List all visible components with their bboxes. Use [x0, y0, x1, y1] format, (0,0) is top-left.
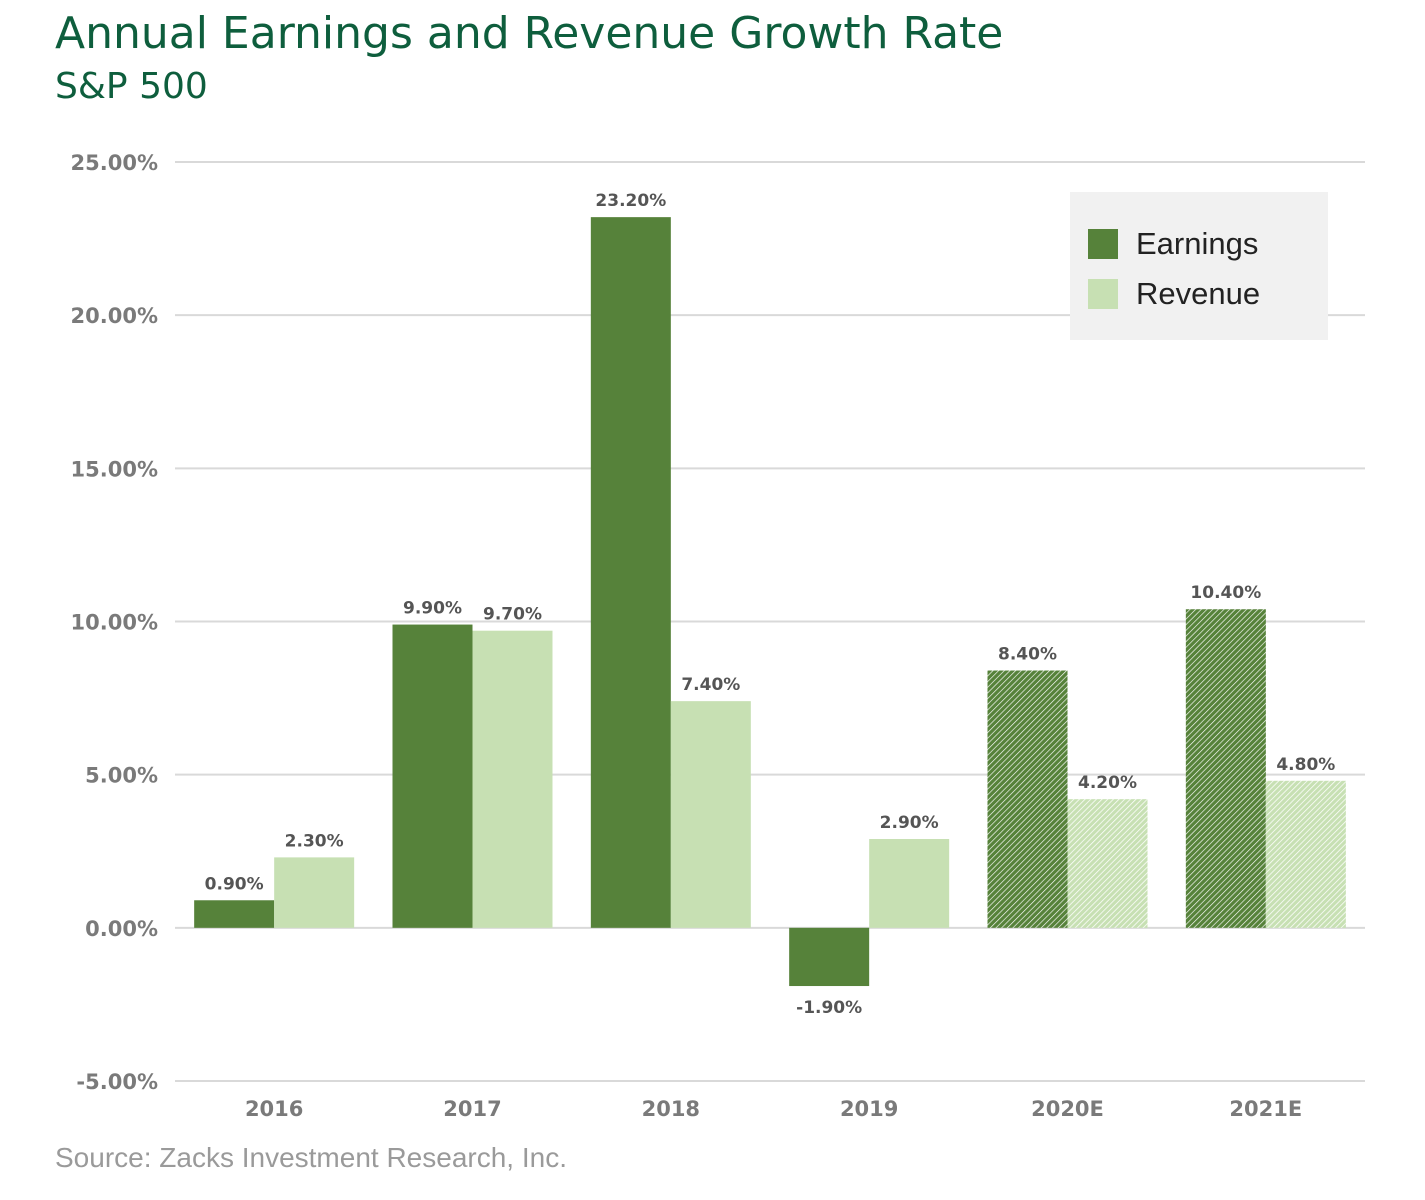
bar-earnings-2018 [590, 217, 671, 928]
legend-label-earnings: Earnings [1136, 226, 1259, 261]
y-tick-label: 20.00% [71, 304, 158, 328]
y-tick-label: 25.00% [71, 151, 158, 175]
chart-title: Annual Earnings and Revenue Growth Rate [55, 8, 1004, 59]
data-label-earnings-2016: 0.90% [205, 874, 264, 894]
data-label-revenue-2016: 2.30% [285, 831, 344, 851]
data-label-earnings-2019: -1.90% [796, 998, 862, 1018]
data-label-earnings-2021e: 10.40% [1190, 583, 1261, 603]
x-tick-label: 2021E [1229, 1097, 1302, 1121]
x-tick-label: 2016 [245, 1097, 303, 1121]
y-tick-label: 10.00% [71, 611, 158, 635]
x-tick-label: 2018 [642, 1097, 700, 1121]
bar-earnings-2019 [789, 927, 870, 987]
data-label-earnings-2018: 23.20% [595, 191, 666, 211]
axis-labels: 25.00% 20.00% 15.00% 10.00% 5.00% 0.00% -5.00%… [71, 151, 1303, 1121]
legend-swatch-earnings [1088, 229, 1118, 259]
legend-item-earnings: Earnings [1088, 226, 1259, 261]
data-label-earnings-2017: 9.90% [403, 599, 462, 619]
bar-earnings-2017 [392, 624, 473, 928]
bar-revenue-2021e [1265, 780, 1346, 928]
chart-subtitle: S&P 500 [55, 66, 208, 107]
data-label-revenue-2018: 7.40% [681, 675, 740, 695]
bar-revenue-2017 [472, 630, 553, 928]
bar-earnings-2020e [987, 670, 1068, 928]
legend-label-revenue: Revenue [1136, 276, 1261, 311]
data-label-revenue-2019: 2.90% [880, 813, 939, 833]
data-label-revenue-2020e: 4.20% [1078, 773, 1137, 793]
data-label-earnings-2020e: 8.40% [998, 645, 1057, 665]
data-labels: 0.90% 2.30% 9.90% 9.70% 23.20% 7.40% -1.90% 2.9… [205, 191, 1336, 1018]
gridlines [175, 161, 1365, 1082]
data-label-revenue-2021e: 4.80% [1276, 755, 1335, 775]
y-tick-label: 15.00% [71, 457, 158, 481]
y-tick-label: -5.00% [76, 1070, 158, 1094]
bar-revenue-2018 [670, 701, 751, 928]
data-label-revenue-2017: 9.70% [483, 605, 542, 625]
legend: Earnings Revenue [1070, 192, 1328, 340]
x-tick-label: 2020E [1031, 1097, 1104, 1121]
y-tick-label: 0.00% [85, 917, 158, 941]
y-tick-label: 5.00% [85, 764, 158, 788]
x-tick-label: 2017 [443, 1097, 501, 1121]
bar-earnings-2016 [194, 900, 275, 928]
source-note: Source: Zacks Investment Research, Inc. [55, 1142, 567, 1173]
x-tick-label: 2019 [840, 1097, 898, 1121]
bar-revenue-2020e [1067, 799, 1148, 928]
bars [194, 217, 1346, 987]
bar-revenue-2016 [274, 857, 355, 928]
legend-swatch-revenue [1088, 279, 1118, 309]
legend-item-revenue: Revenue [1088, 276, 1261, 311]
bar-earnings-2021e [1185, 609, 1266, 928]
bar-revenue-2019 [869, 838, 950, 928]
